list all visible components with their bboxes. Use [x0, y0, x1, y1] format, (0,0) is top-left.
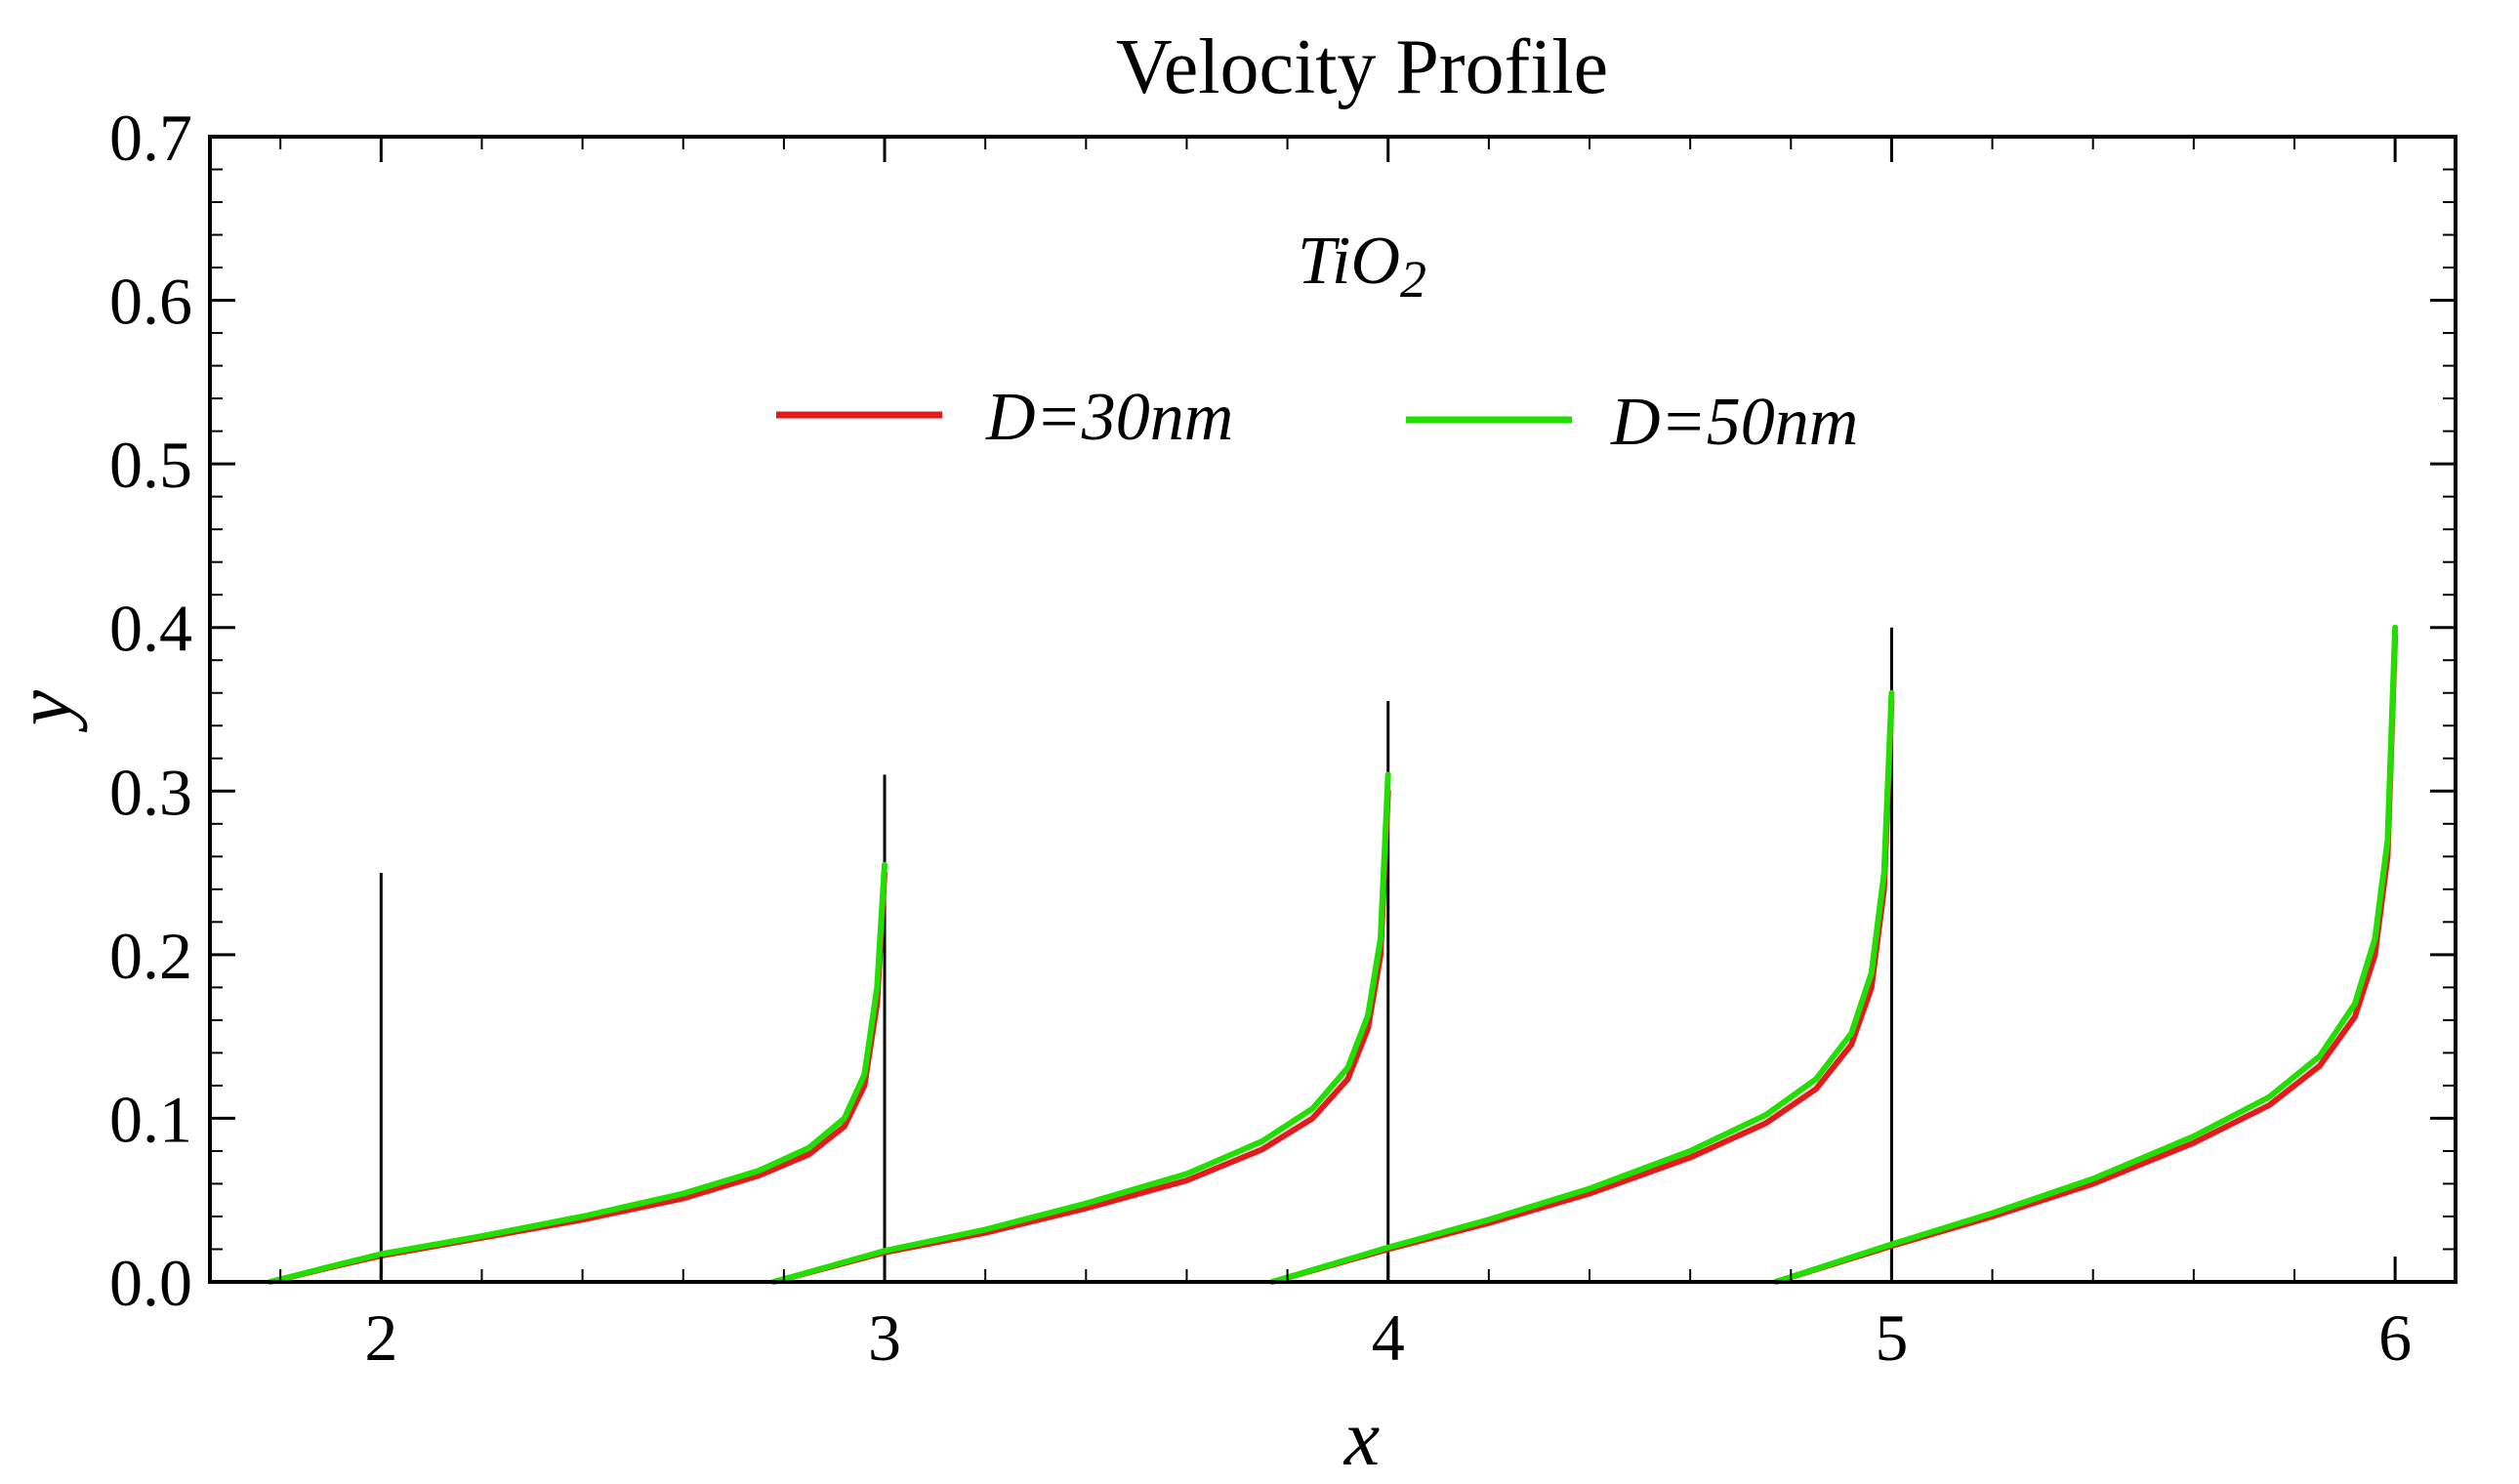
series-d50nm-curve-1 — [770, 771, 1391, 1285]
y-tick-label-0.4: 0.4 — [109, 592, 192, 666]
y-tick-label-0.1: 0.1 — [109, 1082, 192, 1156]
y-tick-label-0.5: 0.5 — [109, 428, 192, 502]
y-tick-label-0.7: 0.7 — [109, 101, 192, 175]
x-tick-label-4: 4 — [1372, 1300, 1405, 1375]
series-d30nm-curve-0 — [267, 870, 888, 1285]
x-tick-label-6: 6 — [2378, 1300, 2412, 1375]
x-tick-label-5: 5 — [1875, 1300, 1908, 1375]
series-d30nm-curve-1 — [770, 788, 1391, 1285]
x-axis-label: x — [1343, 1393, 1380, 1482]
series-d50nm-curve-3 — [1772, 624, 2399, 1285]
series-d30nm-curve-2 — [1269, 698, 1895, 1285]
y-axis-label: y — [0, 689, 88, 732]
x-tick-label-3: 3 — [868, 1300, 901, 1375]
legend: D=30nm D=50nm — [776, 380, 1858, 460]
y-tick-label-0.3: 0.3 — [109, 755, 192, 829]
chart-title: Velocity Profile — [1116, 24, 1608, 110]
y-tick-label-0.2: 0.2 — [109, 919, 192, 993]
y-tick-label-0.0: 0.0 — [109, 1246, 192, 1320]
series-d30nm-curve-3 — [1772, 633, 2399, 1285]
legend-label-d50: D=50nm — [1610, 385, 1858, 460]
series-d50nm-curve-0 — [267, 861, 888, 1285]
y-tick-label-0.6: 0.6 — [109, 265, 192, 339]
series-d50nm-curve-2 — [1269, 689, 1895, 1285]
x-tick-label-2: 2 — [364, 1300, 397, 1375]
plot-frame — [208, 135, 2457, 1284]
tio2-annotation-base: TiO — [1298, 224, 1400, 299]
legend-label-d30: D=30nm — [985, 380, 1233, 455]
tio2-annotation: TiO2 — [1298, 224, 1426, 309]
tio2-annotation-subscript: 2 — [1400, 250, 1426, 309]
